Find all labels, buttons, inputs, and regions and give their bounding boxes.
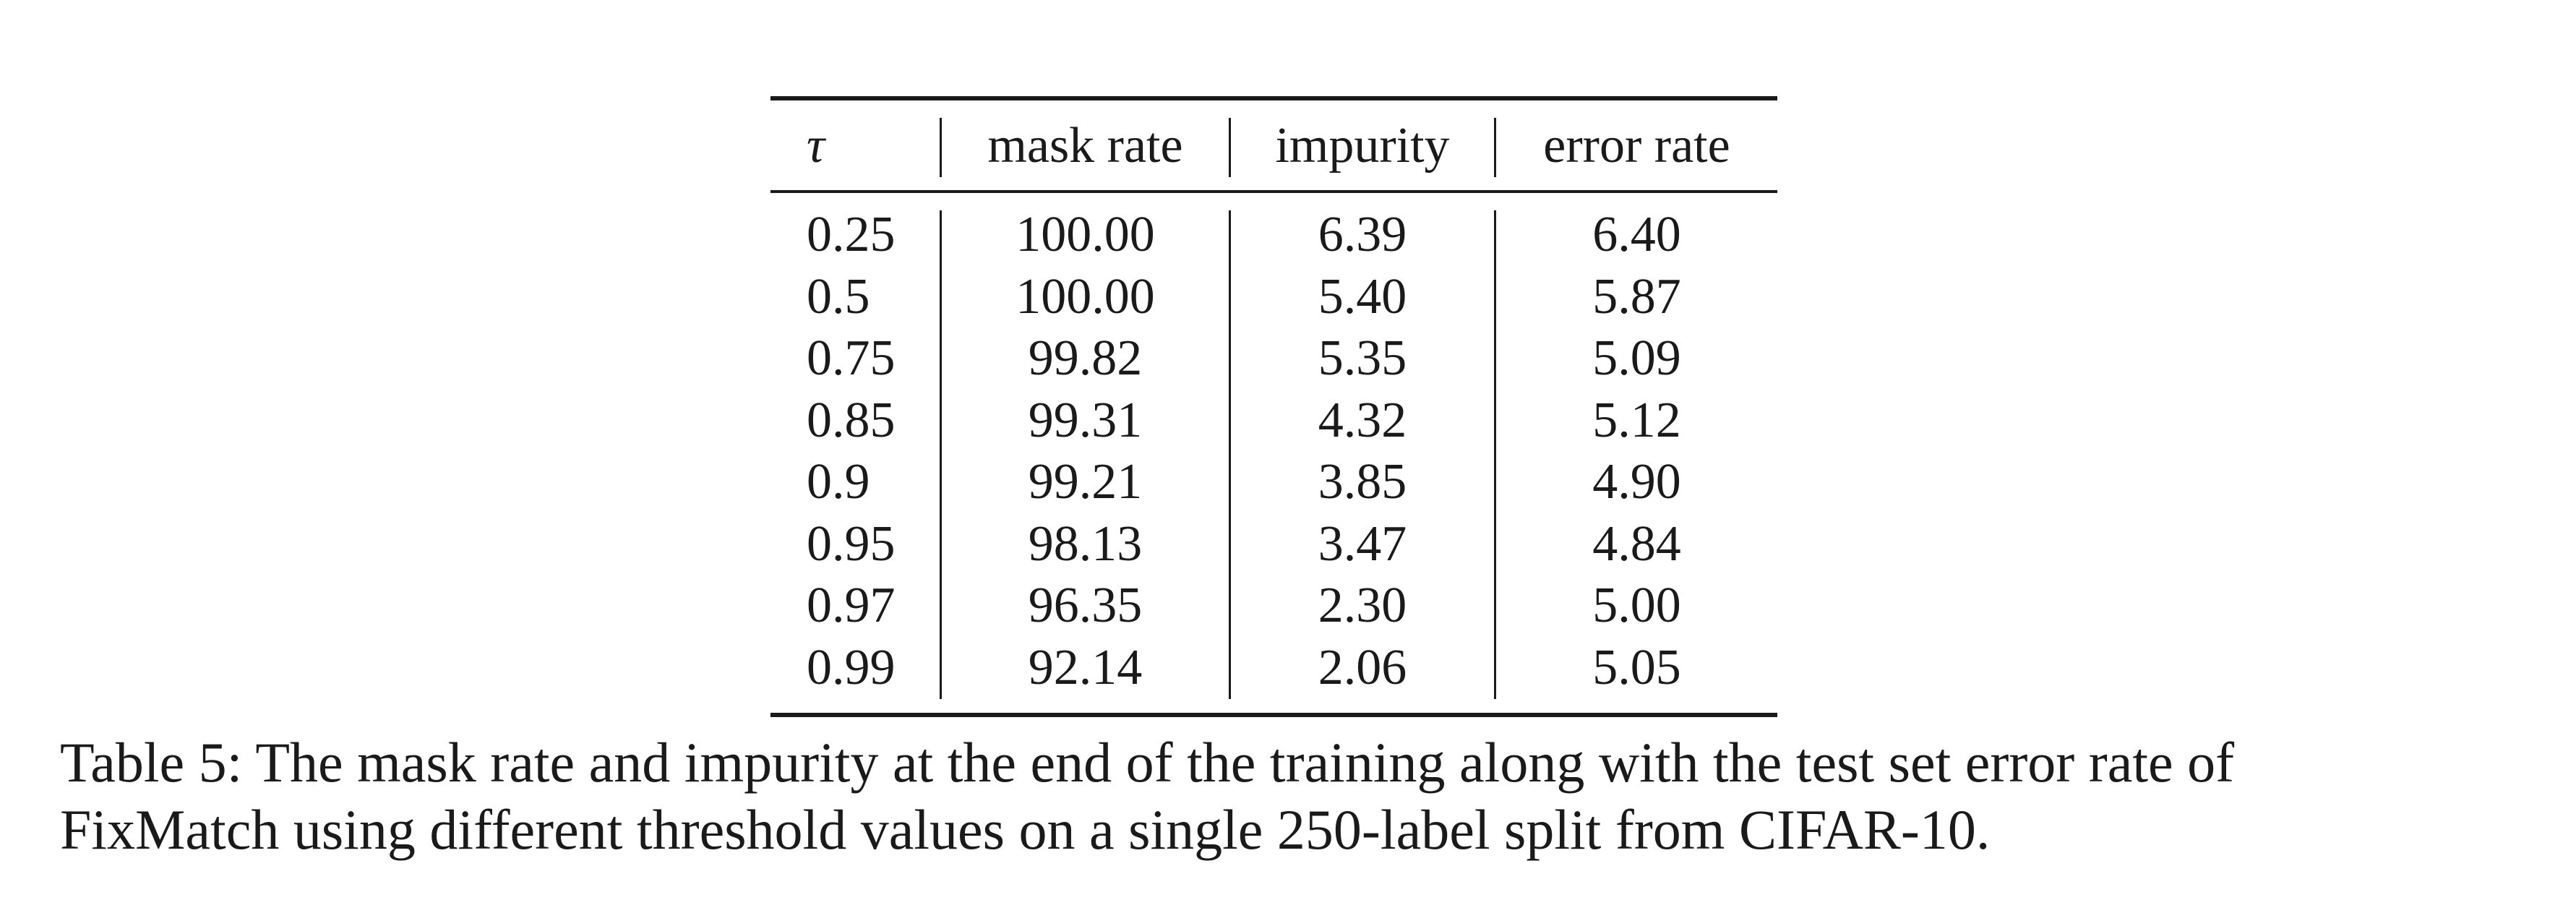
table-bottom-rule [770,713,1777,717]
column-separator [1229,210,1231,699]
cell-tau: 0.9 [807,454,870,510]
cell-mask-rate: 99.31 [1028,393,1143,448]
cell-impurity: 3.47 [1318,516,1407,572]
header-mask-rate: mask rate [987,118,1183,173]
cell-tau: 0.85 [807,393,896,448]
header-error-rate: error rate [1543,118,1730,173]
column-separator [1494,210,1496,699]
cell-tau: 0.99 [807,640,896,695]
header-impurity: impurity [1275,118,1450,173]
cell-impurity: 3.85 [1318,454,1407,510]
cell-mask-rate: 99.82 [1028,330,1143,386]
cell-impurity: 2.06 [1318,640,1407,695]
cell-impurity: 2.30 [1318,578,1407,633]
cell-tau: 0.25 [807,207,896,262]
cell-impurity: 6.39 [1318,207,1407,262]
cell-error-rate: 6.40 [1592,207,1681,262]
cell-error-rate: 5.09 [1592,330,1681,386]
column-separator [940,118,942,177]
cell-tau: 0.75 [807,330,896,386]
header-tau: τ [807,118,825,173]
caption-line-2: FixMatch using different threshold value… [60,798,1991,861]
column-separator [1229,118,1231,177]
cell-impurity: 5.40 [1318,269,1407,325]
column-separator [940,210,942,699]
table-caption: Table 5: The mask rate and impurity at t… [60,729,2517,863]
cell-impurity: 5.35 [1318,330,1407,386]
cell-error-rate: 5.87 [1592,269,1681,325]
cell-mask-rate: 100.00 [1016,207,1155,262]
cell-error-rate: 5.05 [1592,640,1681,695]
cell-mask-rate: 99.21 [1028,454,1143,510]
caption-line-1: Table 5: The mask rate and impurity at t… [60,731,2235,794]
cell-tau: 0.95 [807,516,896,572]
cell-impurity: 4.32 [1318,393,1407,448]
table-top-rule [770,96,1777,100]
table-header-rule [770,190,1777,193]
cell-mask-rate: 100.00 [1016,269,1155,325]
cell-mask-rate: 92.14 [1028,640,1143,695]
cell-error-rate: 5.00 [1592,578,1681,633]
cell-error-rate: 4.84 [1592,516,1681,572]
cell-error-rate: 5.12 [1592,393,1681,448]
cell-tau: 0.5 [807,269,870,325]
cell-error-rate: 4.90 [1592,454,1681,510]
column-separator [1494,118,1496,177]
cell-mask-rate: 98.13 [1028,516,1143,572]
cell-tau: 0.97 [807,578,896,633]
cell-mask-rate: 96.35 [1028,578,1143,633]
